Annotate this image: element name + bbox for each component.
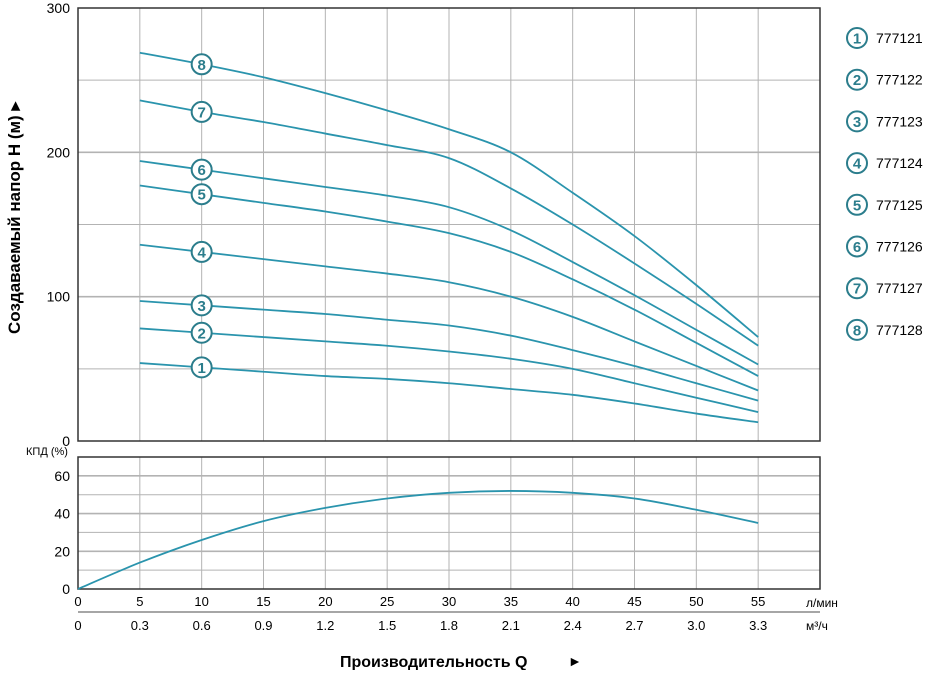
legend-marker-number: 6 <box>853 239 861 256</box>
legend-marker-circle <box>846 27 868 49</box>
legend-label: 777126 <box>876 239 923 255</box>
legend-marker-circle <box>846 68 868 91</box>
curve-marker-circle <box>190 183 213 206</box>
y-tick-label: 20 <box>54 543 70 559</box>
x-tick-label-m3h: 1.2 <box>316 618 334 633</box>
legend-marker-number: 5 <box>853 197 861 214</box>
legend-marker-number: 7 <box>853 281 861 298</box>
x-tick-label-m3h: 0 <box>74 618 81 633</box>
curve-marker-circle <box>190 53 213 76</box>
x-tick-label-m3h: 2.7 <box>625 618 643 633</box>
y-tick-label: 60 <box>54 468 70 484</box>
legend-marker-circle <box>846 152 868 175</box>
legend-marker-number: 4 <box>853 156 862 173</box>
legend-marker-circle <box>846 110 868 133</box>
curve-marker-number: 8 <box>197 57 205 74</box>
curve-marker-circle <box>190 240 213 263</box>
x-tick-label-m3h: 2.4 <box>564 618 582 633</box>
curve-marker-circle <box>190 158 213 181</box>
y-tick-label: 0 <box>62 433 70 449</box>
x-axis-title: Производительность Q <box>340 654 527 670</box>
head-curve-777121 <box>139 362 759 424</box>
legend-marker-circle <box>846 277 868 300</box>
x-tick-label-m3h: 0.3 <box>131 618 149 633</box>
curve-marker-number: 6 <box>197 162 205 179</box>
x-tick-label-lpm: 50 <box>689 594 703 609</box>
legend-marker-number: 3 <box>853 114 861 131</box>
head-curve-777122 <box>139 327 759 414</box>
legend-label: 777121 <box>876 30 923 46</box>
efficiency-curve <box>77 490 759 590</box>
x-tick-label-lpm: 20 <box>318 594 332 609</box>
y-tick-label: 300 <box>47 0 71 16</box>
legend-marker-circle <box>846 193 868 216</box>
head-curve-777123 <box>139 300 759 402</box>
legend-marker-circle <box>846 318 868 341</box>
legend-label: 777123 <box>876 113 923 129</box>
x-tick-label-lpm: 30 <box>442 594 456 609</box>
x-tick-label-lpm: 0 <box>74 594 81 609</box>
curve-marker-circle <box>190 356 213 379</box>
lpm-unit: л/мин <box>806 596 838 610</box>
x-axis-arrow: ► <box>568 653 582 669</box>
x-tick-label-m3h: 1.8 <box>440 618 458 633</box>
y-tick-label: 100 <box>47 289 71 305</box>
x-tick-label-lpm: 40 <box>565 594 579 609</box>
legend-marker-number: 1 <box>853 31 861 48</box>
y-tick-label: 200 <box>47 144 71 160</box>
curve-marker-number: 4 <box>197 244 206 261</box>
y-tick-label: 0 <box>62 581 70 597</box>
head-curve-777128 <box>139 51 759 338</box>
legend-marker-circle <box>846 235 868 258</box>
x-tick-label-m3h: 2.1 <box>502 618 520 633</box>
legend-label: 777127 <box>876 280 923 296</box>
head-plot-frame <box>77 7 821 442</box>
curve-marker-number: 3 <box>197 298 205 315</box>
curve-marker-circle <box>190 100 213 123</box>
x-tick-label-m3h: 0.6 <box>193 618 211 633</box>
head-curve-777126 <box>139 160 759 366</box>
x-tick-label-m3h: 3.0 <box>687 618 705 633</box>
curve-marker-circle <box>190 294 213 317</box>
x-tick-label-lpm: 55 <box>751 594 765 609</box>
head-curve-777124 <box>139 243 759 392</box>
x-tick-label-lpm: 10 <box>194 594 208 609</box>
x-tick-label-m3h: 1.5 <box>378 618 396 633</box>
x-tick-label-lpm: 35 <box>504 594 518 609</box>
x-tick-label-m3h: 0.9 <box>254 618 272 633</box>
efficiency-axis-label: КПД (%) <box>26 446 68 458</box>
legend-label: 777128 <box>876 322 923 338</box>
x-tick-label-lpm: 15 <box>256 594 270 609</box>
efficiency-plot-frame <box>77 456 821 590</box>
y-tick-label: 40 <box>54 506 70 522</box>
legend-label: 777122 <box>876 72 923 88</box>
x-tick-label-lpm: 5 <box>136 594 143 609</box>
x-tick-label-lpm: 45 <box>627 594 641 609</box>
curve-marker-number: 1 <box>197 360 205 377</box>
legend-label: 777124 <box>876 155 923 171</box>
curve-marker-number: 7 <box>197 104 205 121</box>
x-tick-label-lpm: 25 <box>380 594 394 609</box>
legend-marker-number: 8 <box>853 322 861 339</box>
head-axis-label: Создаваемый напор H (м) ▸ <box>5 101 24 334</box>
curve-marker-circle <box>190 321 213 344</box>
x-tick-label-m3h: 3.3 <box>749 618 767 633</box>
head-curve-777127 <box>139 99 759 347</box>
curve-marker-number: 2 <box>197 325 205 342</box>
curve-marker-number: 5 <box>197 187 205 204</box>
legend-label: 777125 <box>876 197 923 213</box>
m3h-unit: м³/ч <box>806 619 828 633</box>
head-curve-777125 <box>139 184 759 377</box>
legend-marker-number: 2 <box>853 72 861 89</box>
